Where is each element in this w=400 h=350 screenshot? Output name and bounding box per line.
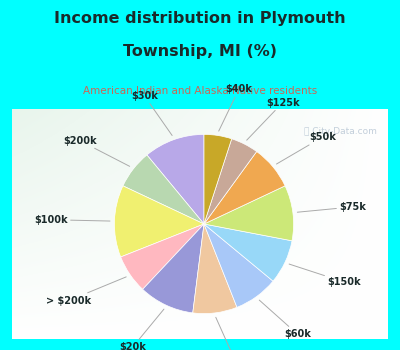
- Wedge shape: [114, 186, 204, 257]
- Wedge shape: [204, 224, 273, 307]
- Wedge shape: [204, 139, 257, 224]
- Wedge shape: [121, 224, 204, 289]
- Text: $10k: $10k: [216, 317, 248, 350]
- Wedge shape: [147, 134, 204, 224]
- Wedge shape: [193, 224, 237, 314]
- Text: ⓘ City-Data.com: ⓘ City-Data.com: [304, 127, 377, 136]
- Text: $100k: $100k: [34, 215, 110, 225]
- Text: $125k: $125k: [247, 98, 300, 140]
- Text: > $200k: > $200k: [46, 277, 126, 306]
- Text: $30k: $30k: [131, 91, 172, 135]
- Text: $75k: $75k: [297, 202, 366, 212]
- Text: $150k: $150k: [289, 264, 361, 287]
- Wedge shape: [204, 152, 285, 224]
- Wedge shape: [204, 224, 292, 281]
- Text: $50k: $50k: [276, 132, 336, 164]
- Text: Township, MI (%): Township, MI (%): [123, 44, 277, 59]
- Text: $200k: $200k: [63, 135, 130, 166]
- Wedge shape: [123, 155, 204, 224]
- Text: $60k: $60k: [259, 300, 311, 339]
- Text: $20k: $20k: [119, 309, 164, 350]
- Text: American Indian and Alaska Native residents: American Indian and Alaska Native reside…: [83, 86, 317, 96]
- Text: $40k: $40k: [219, 84, 252, 131]
- Text: Income distribution in Plymouth: Income distribution in Plymouth: [54, 10, 346, 26]
- Wedge shape: [204, 134, 232, 224]
- Wedge shape: [143, 224, 204, 313]
- Wedge shape: [204, 186, 294, 241]
